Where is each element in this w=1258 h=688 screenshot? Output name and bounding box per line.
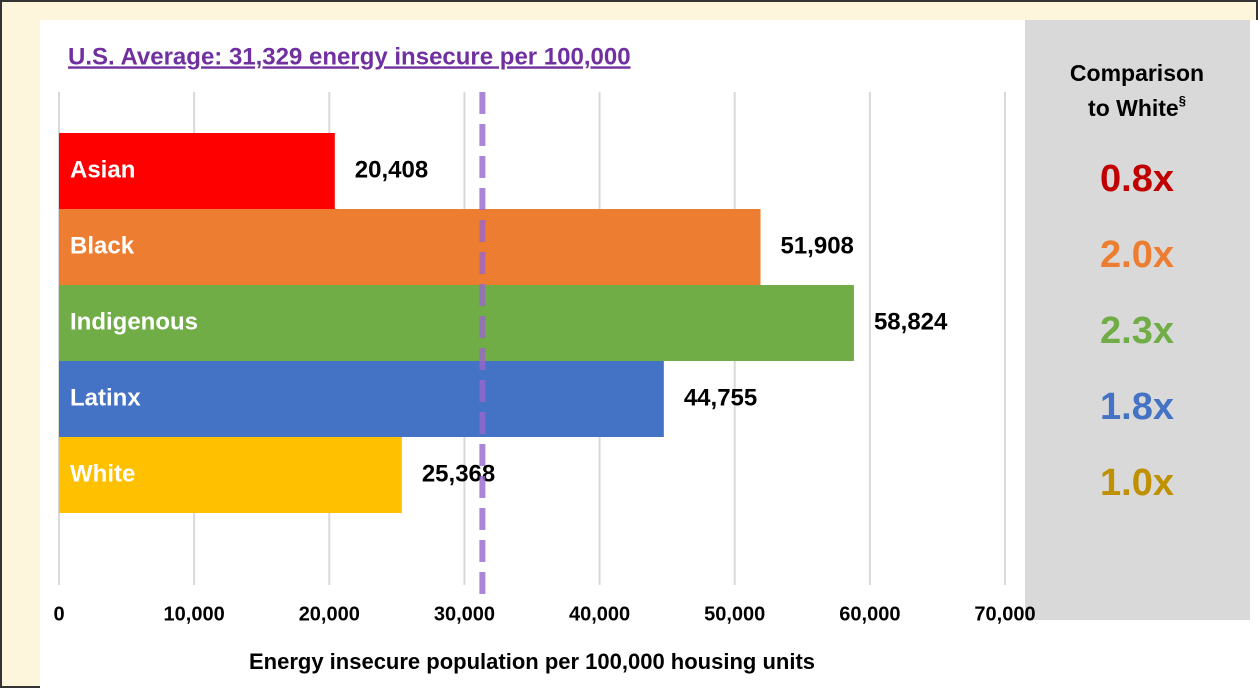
comparison-header-line: to White: [1088, 95, 1179, 121]
comparison-value: 2.0x: [1100, 234, 1174, 276]
bar: [59, 361, 664, 437]
bar: [59, 437, 402, 513]
comparison-value: 2.3x: [1100, 310, 1174, 352]
bar: [59, 133, 335, 209]
comparison-superscript: §: [1179, 93, 1186, 108]
x-tick-label: 10,000: [164, 603, 225, 625]
x-tick-label: 20,000: [299, 603, 360, 625]
value-label: 20,408: [355, 156, 428, 183]
x-tick-label: 30,000: [434, 603, 495, 625]
comparison-header-line: Comparison: [1070, 60, 1204, 86]
value-label: 58,824: [874, 308, 948, 335]
category-label: Asian: [70, 156, 135, 183]
value-label: 51,908: [780, 232, 853, 259]
x-tick-label: 70,000: [974, 603, 1035, 625]
comparison-value: 0.8x: [1100, 158, 1174, 200]
comparison-value: 1.8x: [1100, 386, 1174, 428]
bar: [59, 209, 761, 285]
category-label: Indigenous: [70, 308, 198, 335]
x-tick-label: 0: [53, 603, 64, 625]
value-label: 44,755: [684, 384, 757, 411]
comparison-header: to White§: [1088, 93, 1186, 121]
category-label: Black: [70, 232, 135, 259]
comparison-panel: [1025, 20, 1250, 620]
x-tick-label: 40,000: [569, 603, 630, 625]
chart-title: U.S. Average: 31,329 energy insecure per…: [68, 43, 631, 70]
x-axis-label: Energy insecure population per 100,000 h…: [249, 649, 815, 674]
comparison-header: Comparison: [1070, 60, 1204, 86]
x-tick-label: 50,000: [704, 603, 765, 625]
bar: [59, 285, 854, 361]
comparison-value: 1.0x: [1100, 462, 1174, 504]
category-label: White: [70, 460, 135, 487]
x-tick-label: 60,000: [839, 603, 900, 625]
category-label: Latinx: [70, 384, 141, 411]
